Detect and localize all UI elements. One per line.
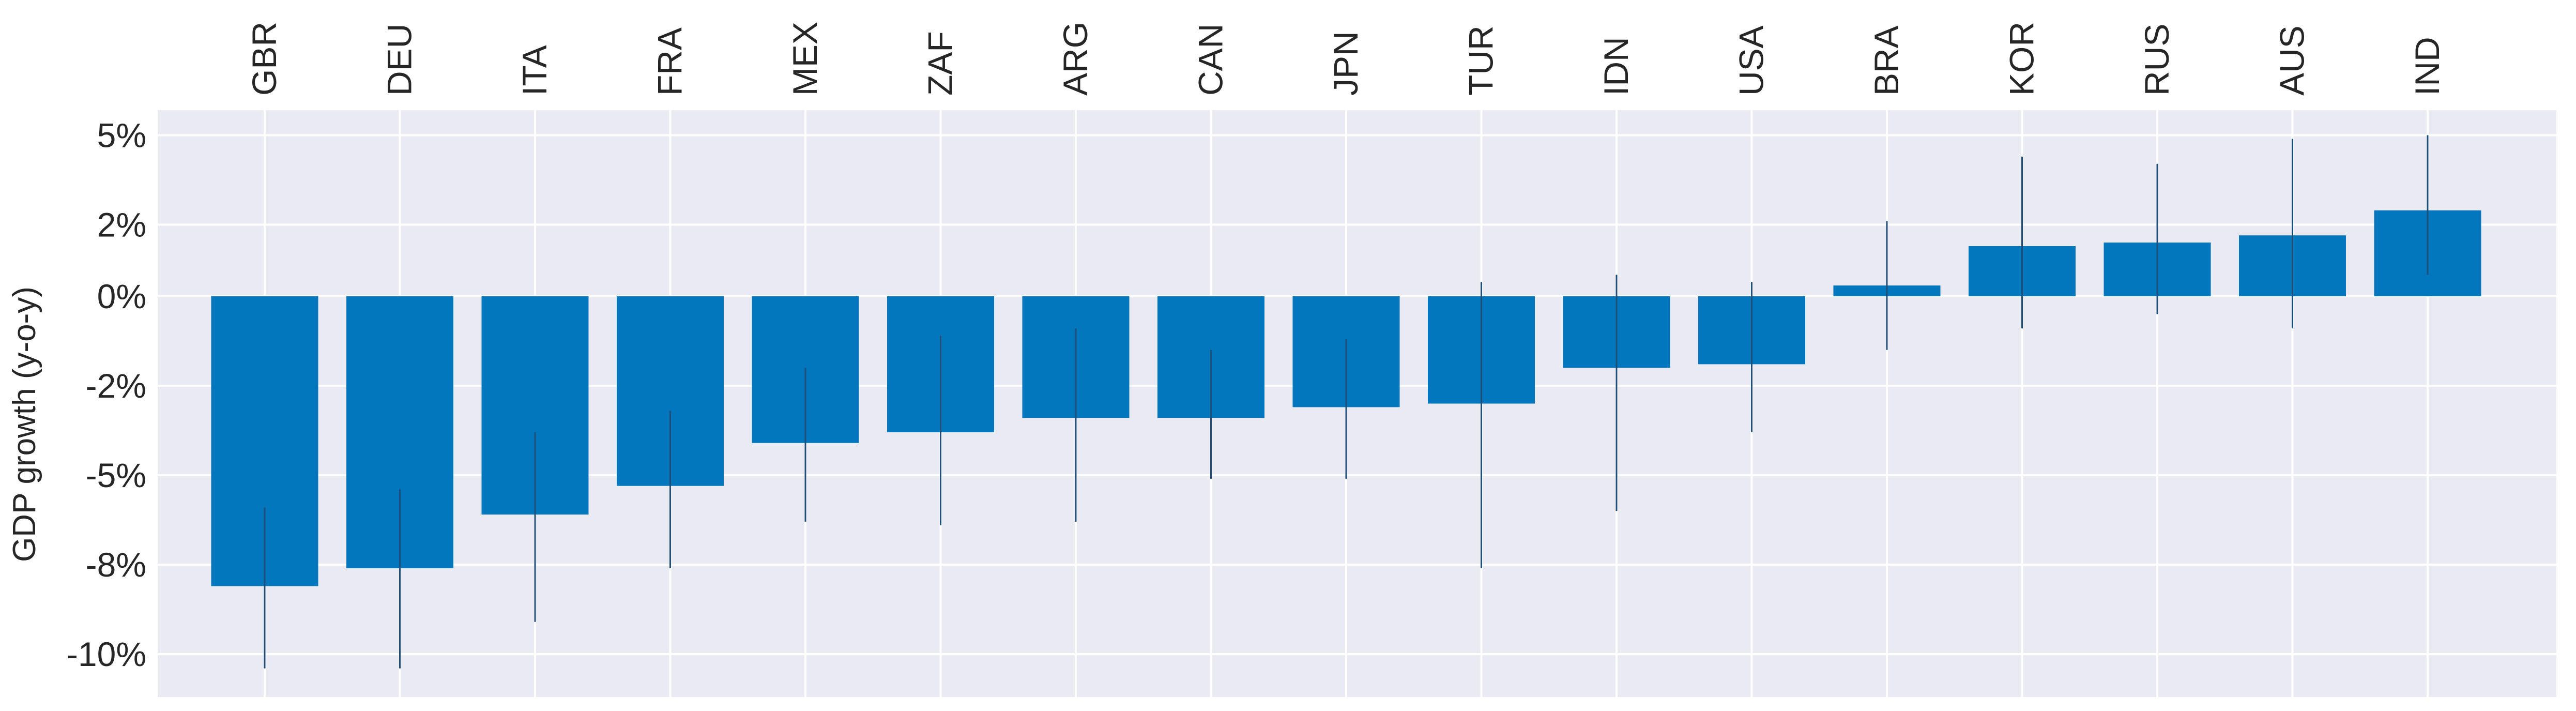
x-tick-label: AUS [2273,25,2311,96]
x-tick-label: BRA [1867,25,1906,96]
x-tick-label: KOR [2003,22,2041,96]
x-tick-label: MEX [786,22,824,96]
y-tick-label: 5% [97,116,146,154]
x-tick-label: ZAF [921,31,959,96]
x-tick-label: DEU [380,24,419,96]
y-tick-label: -2% [86,367,146,405]
x-tick-label: RUS [2138,24,2176,96]
error-bars [264,135,2429,669]
x-tick-label: ITA [515,45,554,96]
x-tick-label: USA [1732,25,1771,96]
x-tick-label: ARG [1056,22,1094,96]
x-tick-label: IND [2408,37,2446,96]
x-tick-label: CAN [1192,24,1230,96]
x-tick-label: FRA [651,27,689,96]
x-tick-label: TUR [1462,25,1500,96]
y-tick-labels: 5% 2% 0% -2% -5% -8% -10% [67,116,146,673]
x-tick-label: JPN [1327,31,1365,96]
y-tick-label: 2% [97,205,146,244]
y-axis-label: GDP growth (y-o-y) [7,286,42,562]
y-tick-label: -8% [86,546,146,584]
x-tick-labels: GBR DEU ITA FRA MEX ZAF ARG CAN JPN TUR IDN USA BRA K… [245,22,2446,96]
y-tick-label: 0% [97,277,146,315]
x-tick-label: GBR [245,22,283,96]
y-tick-label: -5% [86,456,146,494]
y-tick-label: -10% [67,635,146,673]
x-tick-label: IDN [1597,37,1635,96]
